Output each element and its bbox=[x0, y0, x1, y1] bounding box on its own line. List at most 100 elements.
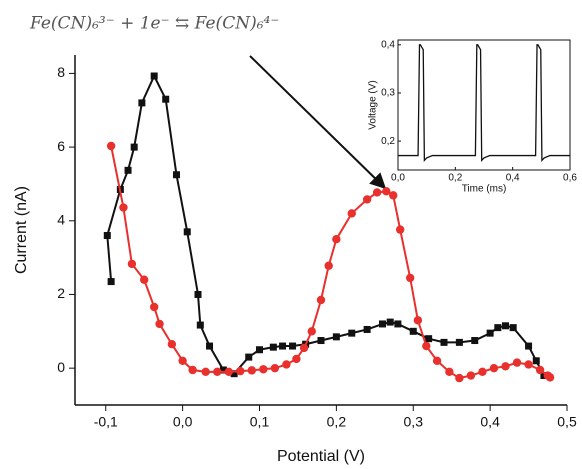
marker bbox=[201, 367, 210, 377]
x-tick-label: 0,6 bbox=[563, 173, 577, 184]
marker bbox=[316, 295, 326, 305]
marker bbox=[494, 324, 502, 332]
marker bbox=[213, 367, 222, 377]
marker bbox=[455, 373, 464, 383]
marker bbox=[107, 278, 115, 286]
marker bbox=[348, 329, 356, 337]
marker bbox=[389, 191, 398, 200]
marker bbox=[332, 235, 341, 244]
x-tick-label: 0,5 bbox=[557, 414, 577, 430]
arrow bbox=[249, 55, 387, 190]
marker bbox=[509, 324, 517, 332]
marker bbox=[489, 363, 499, 373]
marker bbox=[382, 187, 391, 196]
marker bbox=[282, 360, 291, 369]
series-line bbox=[398, 44, 570, 162]
marker bbox=[245, 353, 253, 361]
marker bbox=[525, 342, 533, 350]
marker bbox=[455, 338, 463, 346]
x-tick-label: 0,2 bbox=[327, 414, 347, 430]
marker bbox=[324, 261, 333, 270]
y-tick-label: 2 bbox=[57, 285, 65, 301]
marker bbox=[183, 228, 191, 236]
y-axis-title: Voltage (V) bbox=[368, 80, 379, 129]
x-axis-title: Potential (V) bbox=[277, 448, 365, 465]
marker bbox=[127, 259, 137, 269]
marker bbox=[524, 360, 533, 369]
marker bbox=[103, 232, 111, 240]
marker bbox=[230, 370, 238, 378]
marker bbox=[466, 371, 476, 380]
marker bbox=[486, 329, 494, 337]
marker bbox=[307, 327, 316, 336]
y-tick-label: 4 bbox=[57, 211, 65, 227]
marker bbox=[162, 95, 170, 103]
marker bbox=[270, 363, 280, 373]
marker bbox=[363, 325, 371, 333]
marker bbox=[196, 321, 204, 329]
equation: Fe(CN)₆³⁻ + 1e⁻ ⇆ Fe(CN)₆⁴⁻ bbox=[29, 14, 279, 34]
marker bbox=[422, 341, 431, 351]
marker bbox=[394, 320, 402, 328]
marker bbox=[535, 365, 545, 375]
marker bbox=[432, 356, 442, 365]
y-tick-label: 0,2 bbox=[381, 136, 395, 147]
marker bbox=[219, 366, 227, 374]
x-tick-label: -0,1 bbox=[94, 414, 118, 430]
marker bbox=[405, 273, 415, 283]
marker bbox=[379, 320, 386, 328]
marker bbox=[440, 338, 448, 346]
marker bbox=[292, 354, 301, 364]
marker bbox=[269, 343, 277, 351]
marker bbox=[299, 343, 309, 353]
marker bbox=[206, 342, 214, 350]
y-tick-label: 6 bbox=[57, 138, 65, 154]
marker bbox=[172, 171, 180, 179]
marker bbox=[155, 319, 164, 329]
marker bbox=[413, 316, 423, 325]
x-tick-label: 0,0 bbox=[173, 414, 193, 430]
marker bbox=[478, 367, 487, 377]
marker bbox=[502, 322, 509, 330]
marker bbox=[347, 209, 356, 218]
x-tick-label: 0,3 bbox=[404, 414, 424, 430]
y-axis-title: Current (nA) bbox=[13, 186, 30, 274]
marker bbox=[289, 342, 297, 350]
marker bbox=[139, 275, 149, 284]
marker bbox=[425, 335, 433, 343]
marker bbox=[317, 337, 325, 345]
marker bbox=[395, 225, 405, 234]
marker bbox=[256, 346, 263, 354]
marker bbox=[138, 99, 146, 107]
y-tick-label: 0 bbox=[57, 359, 65, 375]
marker bbox=[149, 302, 159, 312]
marker bbox=[167, 340, 177, 349]
marker bbox=[386, 318, 394, 326]
marker bbox=[178, 356, 187, 365]
x-tick-label: 0,1 bbox=[250, 414, 270, 430]
x-tick-label: 0,4 bbox=[506, 173, 520, 184]
marker bbox=[119, 203, 128, 212]
marker bbox=[362, 195, 372, 204]
marker bbox=[501, 362, 510, 371]
marker bbox=[150, 72, 158, 80]
marker bbox=[372, 188, 382, 197]
marker bbox=[224, 367, 233, 377]
marker bbox=[279, 342, 287, 350]
x-tick-label: 0,0 bbox=[391, 173, 405, 184]
marker bbox=[236, 366, 245, 376]
y-tick-label: 0,3 bbox=[381, 88, 395, 99]
marker bbox=[532, 357, 540, 365]
marker bbox=[445, 367, 454, 377]
x-tick-label: 0,2 bbox=[448, 173, 462, 184]
marker bbox=[409, 327, 417, 335]
marker bbox=[247, 366, 257, 375]
marker bbox=[130, 143, 138, 151]
marker bbox=[259, 365, 268, 374]
marker bbox=[106, 141, 116, 151]
y-tick-label: 0,4 bbox=[381, 39, 395, 50]
x-axis-title: Time (ms) bbox=[462, 184, 507, 195]
marker bbox=[194, 290, 202, 298]
x-tick-label: 0,4 bbox=[480, 414, 500, 430]
